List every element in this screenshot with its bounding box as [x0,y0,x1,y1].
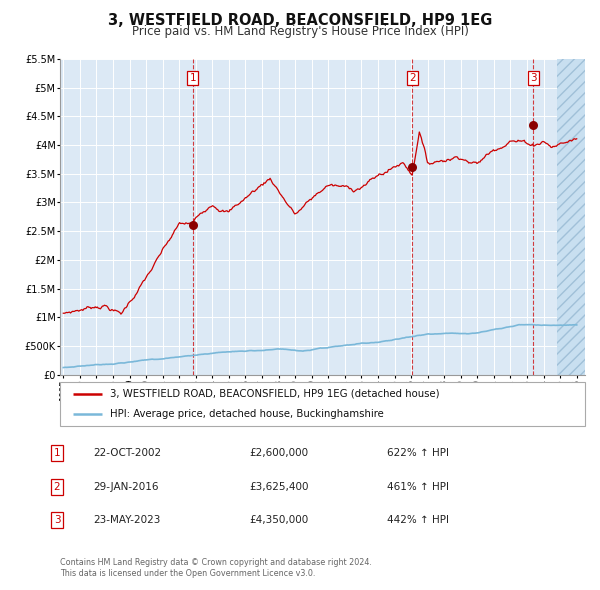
Text: 3, WESTFIELD ROAD, BEACONSFIELD, HP9 1EG: 3, WESTFIELD ROAD, BEACONSFIELD, HP9 1EG [108,13,492,28]
Text: 2: 2 [409,73,416,83]
FancyBboxPatch shape [60,382,585,426]
Text: This data is licensed under the Open Government Licence v3.0.: This data is licensed under the Open Gov… [60,569,316,578]
Text: £3,625,400: £3,625,400 [249,482,308,491]
Text: £4,350,000: £4,350,000 [249,516,308,525]
Text: £2,600,000: £2,600,000 [249,448,308,458]
Text: 2: 2 [53,482,61,491]
Text: 1: 1 [53,448,61,458]
Text: Contains HM Land Registry data © Crown copyright and database right 2024.: Contains HM Land Registry data © Crown c… [60,558,372,568]
Text: HPI: Average price, detached house, Buckinghamshire: HPI: Average price, detached house, Buck… [110,409,383,419]
Text: 622% ↑ HPI: 622% ↑ HPI [387,448,449,458]
Text: 1: 1 [190,73,196,83]
Text: 22-OCT-2002: 22-OCT-2002 [93,448,161,458]
Text: 29-JAN-2016: 29-JAN-2016 [93,482,158,491]
Text: 3: 3 [530,73,537,83]
Text: 461% ↑ HPI: 461% ↑ HPI [387,482,449,491]
Bar [557,59,593,375]
Text: 442% ↑ HPI: 442% ↑ HPI [387,516,449,525]
Text: 3: 3 [53,516,61,525]
Text: 3, WESTFIELD ROAD, BEACONSFIELD, HP9 1EG (detached house): 3, WESTFIELD ROAD, BEACONSFIELD, HP9 1EG… [110,389,439,399]
Text: Price paid vs. HM Land Registry's House Price Index (HPI): Price paid vs. HM Land Registry's House … [131,25,469,38]
Text: 23-MAY-2023: 23-MAY-2023 [93,516,160,525]
